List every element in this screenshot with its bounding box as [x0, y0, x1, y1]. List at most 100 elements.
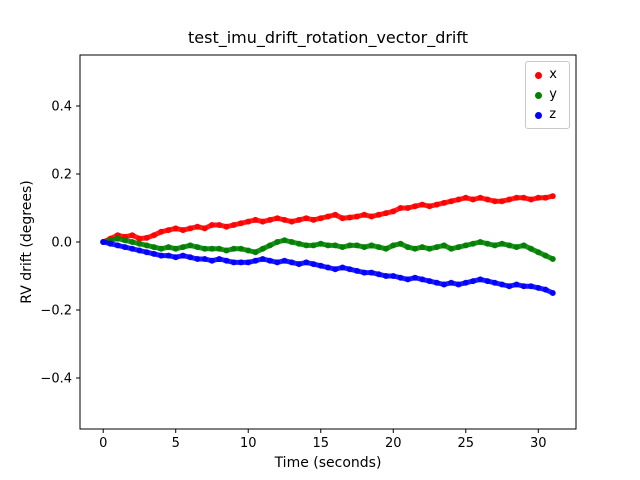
series-point-y: [325, 242, 331, 249]
series-point-x: [317, 215, 324, 222]
series-point-x: [179, 227, 186, 234]
series-point-x: [506, 196, 513, 203]
y-tick-label: 0.0: [51, 236, 72, 251]
series-point-z: [484, 278, 491, 285]
series-point-z: [549, 290, 556, 296]
series-point-z: [201, 256, 208, 262]
series-point-z: [237, 259, 244, 266]
series-point-y: [332, 242, 339, 249]
series-point-y: [441, 242, 448, 249]
series-point-y: [549, 256, 556, 262]
series-point-z: [383, 273, 390, 279]
series-point-z: [100, 239, 107, 245]
series-point-y: [368, 242, 375, 249]
series-point-y: [245, 247, 252, 254]
series-point-y: [404, 244, 411, 251]
legend-label-x: x: [549, 67, 557, 82]
series-point-z: [136, 247, 143, 254]
series-point-z: [426, 278, 433, 285]
series-point-y: [419, 244, 426, 251]
series-point-y: [513, 244, 520, 251]
series-point-z: [354, 267, 361, 274]
series-point-y: [455, 244, 462, 251]
series-point-x: [368, 213, 375, 220]
series-point-x: [295, 216, 302, 223]
series-point-y: [383, 245, 390, 252]
series-point-y: [179, 244, 186, 251]
series-point-x: [223, 223, 230, 230]
series-point-y: [201, 245, 208, 252]
series-point-z: [325, 264, 331, 271]
series-point-x: [535, 194, 542, 201]
series-point-z: [317, 262, 324, 269]
series-point-z: [310, 261, 317, 268]
series-point-x: [448, 198, 455, 205]
series-point-y: [477, 239, 484, 245]
series-point-y: [158, 245, 165, 252]
series-point-y: [295, 240, 302, 247]
x-tick-label: 25: [458, 436, 475, 451]
series-point-y: [274, 239, 281, 245]
series-point-x: [455, 196, 462, 203]
series-point-y: [121, 237, 128, 244]
legend-label-y: y: [549, 87, 557, 102]
x-tick-label: 5: [172, 436, 180, 451]
series-point-y: [412, 245, 419, 252]
series-point-x: [390, 208, 397, 215]
series-point-x: [404, 205, 411, 211]
series-point-z: [172, 254, 179, 261]
series-point-z: [107, 240, 114, 247]
series-point-x: [310, 216, 317, 223]
series-point-z: [470, 278, 477, 285]
series-point-x: [433, 201, 440, 208]
x-tick-label: 15: [312, 436, 329, 451]
series-point-z: [528, 283, 535, 290]
series-point-x: [165, 227, 172, 234]
series-point-z: [368, 269, 375, 276]
series-point-x: [143, 234, 150, 241]
series-point-z: [361, 269, 368, 276]
series-point-y: [317, 240, 324, 247]
series-point-y: [339, 244, 346, 251]
series-point-x: [274, 215, 281, 222]
series-point-x: [419, 201, 426, 208]
legend-marker-z-icon: [535, 111, 543, 119]
series-point-z: [165, 252, 172, 259]
series-point-z: [346, 266, 353, 273]
series-point-x: [194, 223, 201, 230]
series-point-y: [448, 245, 455, 252]
series-point-z: [513, 281, 520, 288]
series-point-z: [339, 264, 346, 271]
series-point-z: [121, 244, 128, 251]
series-point-z: [390, 273, 397, 279]
series-point-z: [491, 279, 498, 286]
series-point-y: [542, 252, 549, 259]
series-point-x: [354, 213, 361, 220]
series-point-y: [484, 240, 491, 247]
series-point-z: [208, 257, 215, 264]
series-point-z: [114, 242, 121, 249]
series-point-y: [252, 249, 259, 256]
legend: x y z: [525, 61, 570, 129]
y-tick-label: −0.2: [40, 304, 72, 319]
series-point-y: [397, 240, 404, 247]
series-point-y: [361, 244, 368, 251]
series-point-y: [535, 249, 542, 256]
series-point-x: [441, 199, 448, 206]
series-point-y: [346, 242, 353, 249]
series-point-y: [310, 242, 317, 249]
series-point-x: [187, 225, 194, 232]
legend-item-z: z: [535, 108, 557, 122]
series-point-x: [520, 194, 527, 201]
series-point-z: [433, 279, 440, 286]
series-point-x: [383, 210, 390, 217]
y-tick-label: 0.4: [51, 100, 72, 115]
series-point-x: [470, 196, 477, 203]
legend-marker-x-icon: [535, 71, 543, 79]
series-point-z: [158, 252, 165, 259]
series-point-y: [303, 242, 310, 249]
series-point-x: [346, 214, 353, 221]
series-point-y: [194, 244, 201, 251]
series-point-z: [542, 286, 549, 293]
series-point-z: [179, 252, 186, 259]
